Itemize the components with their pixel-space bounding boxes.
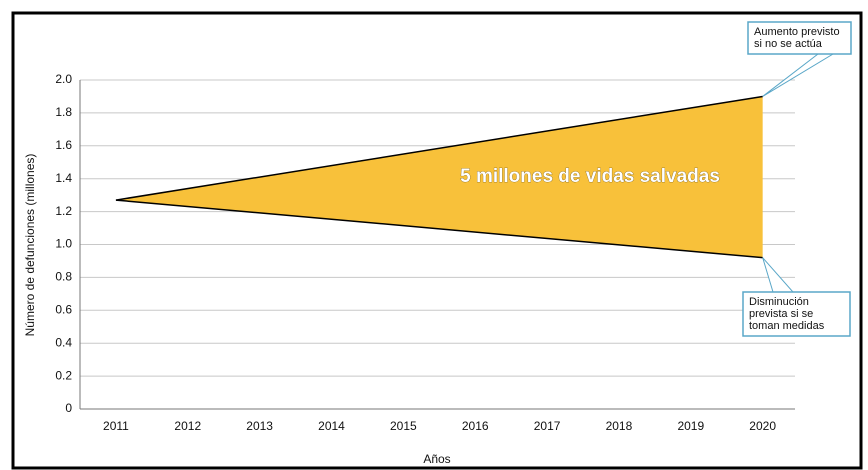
callout-text: toman medidas (749, 320, 825, 332)
x-tick-label: 2011 (103, 419, 129, 433)
x-tick-label: 2017 (534, 419, 561, 433)
line (115, 199, 763, 259)
callout-text: prevista si se (749, 308, 813, 320)
y-tick-label: 0.6 (55, 302, 72, 316)
x-tick-label: 2016 (462, 419, 489, 433)
x-tick-label: 2019 (677, 419, 704, 433)
area-label: 5 millones de vidas salvadas (460, 166, 720, 187)
y-tick-label: 0.8 (55, 270, 72, 284)
callout-box (747, 21, 852, 55)
x-axis-label: Años (423, 452, 450, 466)
callout-text: Aumento previsto (754, 26, 840, 38)
y-tick-label: 0 (65, 401, 72, 415)
line (115, 95, 763, 201)
x-tick-label: 2014 (318, 419, 345, 433)
y-axis-label: Número de defunciones (millones) (23, 154, 37, 337)
x-tick-label: 2015 (390, 419, 417, 433)
y-tick-label: 0.2 (55, 368, 72, 382)
callout-text: si no se actúa (754, 38, 823, 50)
y-tick-label: 1.8 (55, 105, 72, 119)
x-tick-label: 2020 (749, 419, 776, 433)
y-tick-label: 1.0 (55, 237, 72, 251)
x-tick-label: 2018 (606, 419, 633, 433)
area (115, 96, 763, 258)
y-tick-label: 1.6 (55, 138, 72, 152)
y-tick-label: 1.4 (55, 171, 72, 185)
y-tick-label: 1.2 (55, 204, 72, 218)
y-tick-label: 0.4 (55, 335, 72, 349)
callout-text: Disminución (749, 296, 809, 308)
callout-box (742, 291, 851, 337)
y-tick-label: 2.0 (55, 72, 72, 86)
x-tick-label: 2013 (246, 419, 273, 433)
x-tick-label: 2012 (174, 419, 201, 433)
